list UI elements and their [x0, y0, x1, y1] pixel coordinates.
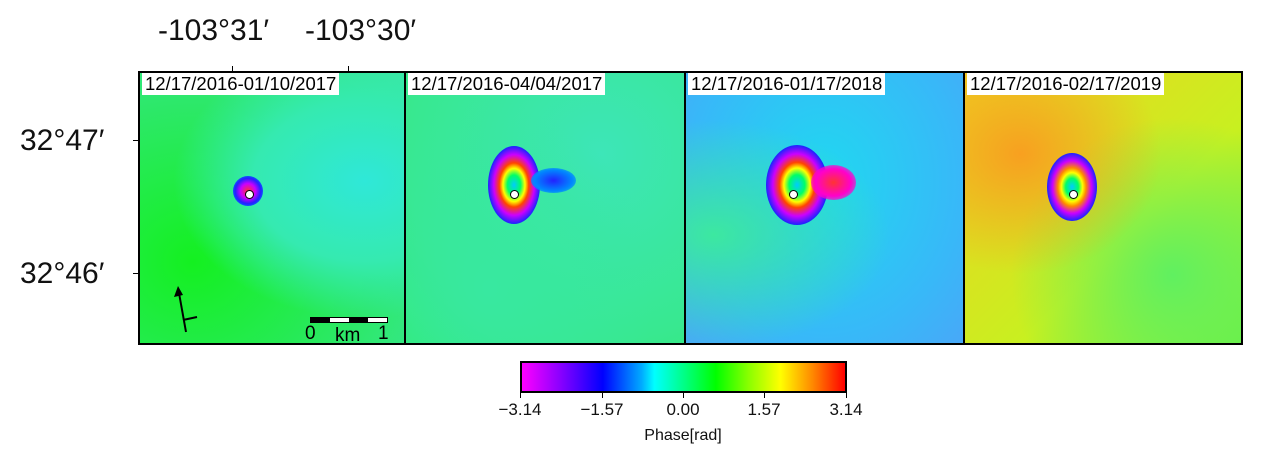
panel-divider: [684, 72, 686, 344]
deformation-signal: [488, 146, 540, 224]
lon-tick: [348, 66, 349, 72]
interferogram-panel-4: 12/17/2016-02/17/2019: [965, 73, 1242, 343]
colorbar-tick: [764, 393, 765, 398]
colorbar-tick-label: 0.00: [666, 400, 700, 419]
panel-divider: [963, 72, 965, 344]
lon-label-2: -103°30′: [305, 14, 417, 47]
colorbar-tick: [602, 393, 603, 398]
deformation-lobe: [811, 165, 856, 200]
colorbar-tick-label: −3.14: [498, 400, 542, 419]
scale-bar: [310, 317, 388, 323]
date-range-label: 12/17/2016-01/17/2018: [688, 73, 886, 95]
interferogram-panel-3: 12/17/2016-01/17/2018: [686, 73, 963, 343]
colorbar-tick: [520, 393, 521, 398]
colorbar-tick-label: −1.57: [580, 400, 624, 419]
panel-divider: [404, 72, 406, 344]
well-marker: [510, 190, 519, 199]
north-arrow-icon: [174, 286, 198, 333]
date-range-label: 12/17/2016-02/17/2019: [967, 73, 1165, 95]
lon-tick: [232, 66, 233, 72]
colorbar-tick-label: 3.14: [829, 400, 863, 419]
lat-tick: [133, 140, 139, 141]
interferogram-panel-2: 12/17/2016-04/04/2017: [406, 73, 684, 343]
interferogram-panel-1: 12/17/2016-01/10/2017 0 km 1: [140, 73, 404, 343]
colorbar-tick: [683, 393, 684, 398]
deformation-lobe: [531, 168, 576, 193]
well-marker: [789, 190, 798, 199]
colorbar-label: Phase[rad]: [644, 427, 722, 444]
well-marker: [1069, 190, 1078, 199]
scale-start: 0: [305, 323, 316, 343]
lat-tick: [133, 273, 139, 274]
lon-label-1: -103°31′: [158, 14, 270, 47]
lat-label-2: 32°46′: [20, 257, 105, 290]
lat-label-1: 32°47′: [20, 124, 105, 157]
colorbar-tick-label: 1.57: [747, 400, 781, 419]
scale-unit: km: [335, 325, 361, 343]
phase-colorbar: [520, 361, 847, 393]
date-range-label: 12/17/2016-01/10/2017: [142, 73, 340, 95]
deformation-signal: [1047, 153, 1097, 221]
figure-frame: [138, 71, 1243, 345]
scale-end: 1: [378, 323, 389, 343]
well-marker: [245, 190, 254, 199]
date-range-label: 12/17/2016-04/04/2017: [408, 73, 606, 95]
colorbar-tick: [846, 393, 847, 398]
